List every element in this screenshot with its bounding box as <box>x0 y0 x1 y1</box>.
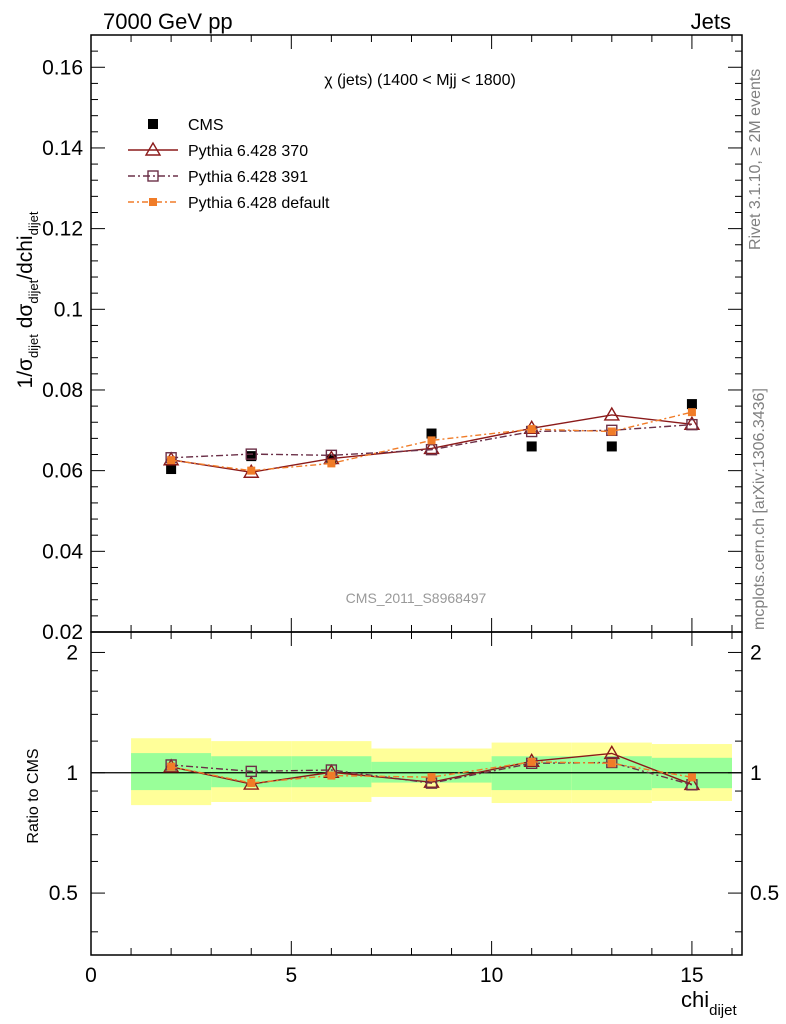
legend-label: Pythia 6.428 370 <box>188 143 308 160</box>
ratio-y-tick-label-right: 1 <box>750 762 762 785</box>
svg-text:1/σdijet dσdijet/dchidijet: 1/σdijet dσdijet/dchidijet <box>14 211 41 388</box>
y-tick-label: 0.02 <box>42 621 83 644</box>
x-tick-label: 15 <box>680 964 703 987</box>
data-point <box>426 428 437 439</box>
x-tick-label: 5 <box>285 964 297 987</box>
data-point <box>245 765 257 778</box>
data-point <box>423 440 440 455</box>
ratio-y-tick-label-right: 2 <box>750 641 762 664</box>
data-point <box>246 451 257 462</box>
ratio-plot-frame <box>90 631 743 956</box>
mcplots-label: mcplots.cern.ch [arXiv:1306.3436] <box>751 388 768 630</box>
data-point <box>149 198 157 206</box>
data-point <box>327 771 336 780</box>
ratio-y-tick-label: 0.5 <box>49 882 78 905</box>
data-point <box>147 170 159 182</box>
data-point <box>607 759 616 768</box>
svg-text:chidijet: chidijet <box>681 987 737 1019</box>
y-tick-label: 0.12 <box>42 218 83 241</box>
ratio-y-tick-label: 2 <box>66 641 78 664</box>
y-tick-label: 0.16 <box>42 56 83 79</box>
data-point <box>423 773 440 788</box>
data-point <box>167 456 176 465</box>
series-line <box>171 423 692 459</box>
data-point <box>247 778 256 787</box>
data-point <box>527 425 536 434</box>
legend-label: Pythia 6.428 391 <box>188 169 308 186</box>
data-point <box>603 406 621 421</box>
y-tick-label: 0.04 <box>42 540 83 563</box>
main-y-axis-label: 1/σdijet dσdijet/dchidijet <box>14 211 41 388</box>
header-left: 7000 GeV pp <box>103 9 233 34</box>
data-point <box>425 443 438 456</box>
data-point <box>606 756 618 769</box>
legend-label: Pythia 6.428 default <box>188 195 330 212</box>
ratio-y-axis-label: Ratio to CMS <box>25 748 42 843</box>
ratio-y-tick-label: 1 <box>66 762 78 785</box>
x-tick-label: 10 <box>480 964 503 987</box>
x-tick-label: 0 <box>85 964 97 987</box>
data-point <box>606 441 617 452</box>
y-tick-label: 0.06 <box>42 460 83 483</box>
data-point <box>427 436 436 445</box>
data-point <box>327 459 336 468</box>
data-point <box>247 466 256 475</box>
data-point <box>427 773 436 782</box>
y-tick-label: 0.14 <box>42 137 83 160</box>
data-point <box>166 464 177 475</box>
analysis-watermark: CMS_2011_S8968497 <box>346 590 487 606</box>
ratio-y-tick-label-right: 0.5 <box>750 882 779 905</box>
ratio-series-line <box>171 761 693 786</box>
data-point <box>686 399 697 410</box>
data-point <box>603 745 621 760</box>
x-axis-label: chidijet <box>681 987 737 1019</box>
plot-title: χ (jets) (1400 < Mjj < 1800) <box>324 72 516 89</box>
data-point <box>144 141 162 156</box>
data-point <box>607 427 616 436</box>
data-point <box>686 418 698 431</box>
rivet-version-label: Rivet 3.1.10, ≥ 2M events <box>747 69 764 250</box>
y-tick-label: 0.1 <box>54 298 83 321</box>
y-tick-label: 0.08 <box>42 379 83 402</box>
data-point <box>148 119 158 129</box>
data-point <box>526 441 537 452</box>
data-point <box>687 408 696 417</box>
data-point <box>326 454 337 465</box>
header-right: Jets <box>691 9 731 34</box>
data-point <box>167 762 176 771</box>
data-point <box>527 757 536 766</box>
data-point <box>245 448 257 460</box>
legend-label: CMS <box>188 117 224 134</box>
data-point <box>687 773 696 782</box>
